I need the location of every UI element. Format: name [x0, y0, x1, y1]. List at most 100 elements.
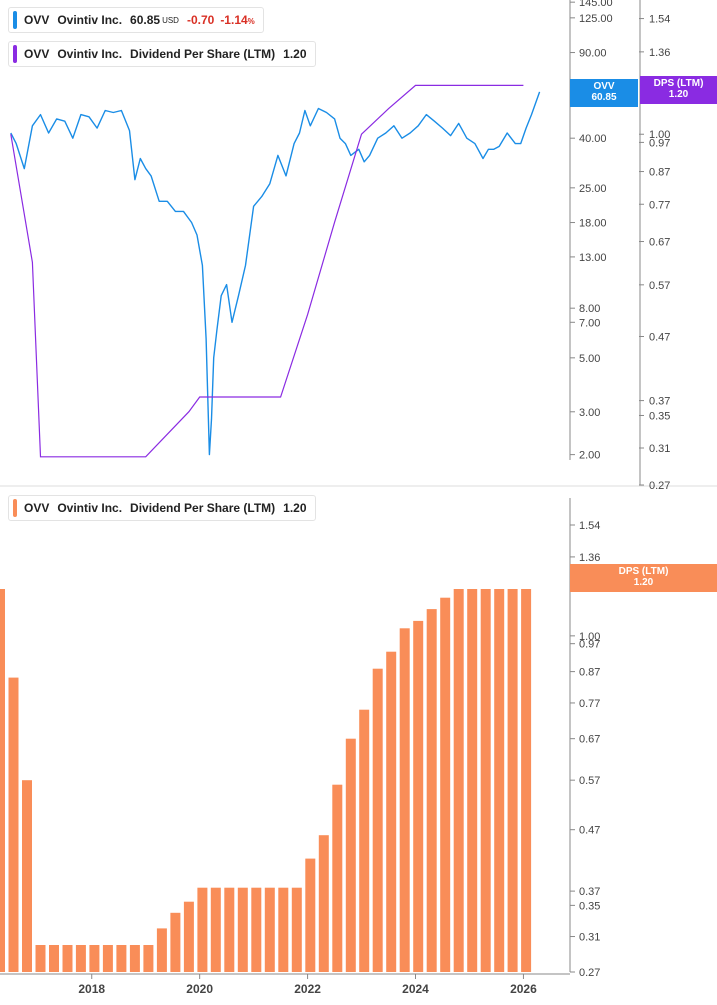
- legend-currency: USD: [162, 15, 179, 25]
- x-axis-label: 2020: [186, 982, 213, 996]
- dps-bar: [251, 887, 262, 972]
- dps-bar: [494, 589, 505, 972]
- dps-bar: [359, 709, 370, 972]
- legend-value: 1.20: [283, 501, 307, 515]
- dps-bar: [22, 780, 32, 972]
- dps-bar: [210, 887, 221, 972]
- dps-bar: [49, 945, 59, 972]
- dps-tag-bottom: DPS (LTM) 1.20: [570, 564, 717, 592]
- bottom-axis-label: 0.47: [579, 825, 600, 837]
- dps-panel: [0, 589, 532, 972]
- dps-axis-label: 0.87: [649, 167, 670, 179]
- dps-bar: [305, 858, 316, 972]
- bottom-axis-label: 1.36: [579, 552, 600, 564]
- bottom-axis-label: 0.87: [579, 667, 600, 679]
- legend-metric: Dividend Per Share (LTM): [130, 47, 276, 61]
- price-axis-label: 8.00: [579, 303, 600, 315]
- price-axis-label: 13.00: [579, 252, 607, 264]
- dps-bar: [102, 945, 113, 972]
- dps-axis-label: 0.77: [649, 199, 670, 211]
- price-legend[interactable]: OVV Ovintiv Inc. 60.85 USD -0.70 -1.14%: [8, 7, 264, 33]
- dps-legend-top[interactable]: OVV Ovintiv Inc. Dividend Per Share (LTM…: [8, 41, 316, 67]
- dps-series-line: [10, 84, 524, 458]
- bottom-axis-label: 0.97: [579, 639, 600, 651]
- price-axis-label: 2.00: [579, 450, 600, 462]
- dps-tag-line1: DPS (LTM): [653, 78, 704, 89]
- dps-tag-line2: 1.20: [668, 89, 689, 100]
- legend-ticker: OVV: [24, 13, 50, 27]
- price-axis-label: 3.00: [579, 407, 600, 419]
- dps-bar-swatch: [13, 499, 17, 517]
- price-axis-label: 18.00: [579, 218, 607, 230]
- price-swatch: [13, 11, 17, 29]
- dps-bar: [170, 912, 181, 972]
- dps-bar: [399, 628, 410, 972]
- x-axis-label: 2026: [510, 982, 537, 996]
- price-axis-label: 125.00: [579, 13, 613, 25]
- dps-bar: [278, 887, 289, 972]
- dps-axis-label: 0.35: [649, 410, 670, 422]
- dps-bar: [521, 589, 532, 972]
- dps-bar: [143, 945, 154, 972]
- dps-bar: [75, 945, 86, 972]
- dps-bar: [345, 738, 356, 972]
- price-axis-label: 90.00: [579, 48, 607, 60]
- legend-metric: Dividend Per Share (LTM): [130, 501, 276, 515]
- price-axis-label: 7.00: [579, 317, 600, 329]
- bottom-axis-label: 0.27: [579, 967, 600, 979]
- x-axis-label: 2022: [294, 982, 321, 996]
- dps-bar: [183, 901, 194, 972]
- dps-legend-bottom[interactable]: OVV Ovintiv Inc. Dividend Per Share (LTM…: [8, 495, 316, 521]
- price-axis-label: 40.00: [579, 133, 607, 145]
- legend-price: 60.85: [130, 13, 161, 27]
- dps-axis-label: 0.67: [649, 237, 670, 249]
- dps-bar: [426, 609, 437, 972]
- legend-change-pct-num: -1.14: [220, 13, 248, 27]
- bottom-axis-label: 1.00: [579, 631, 600, 643]
- dps-bar: [224, 887, 235, 972]
- bottom-axis-label: 0.57: [579, 775, 600, 787]
- legend-ticker: OVV: [24, 501, 50, 515]
- price-axis-label: 145.00: [579, 0, 613, 9]
- dps-line-swatch: [13, 45, 17, 63]
- bottom-axis-label: 0.35: [579, 900, 600, 912]
- ovv-price-tag: OVV 60.85: [570, 79, 638, 107]
- bottom-axis-label: 1.54: [579, 520, 600, 532]
- price-panel: [10, 84, 541, 458]
- dps-bar: [264, 887, 275, 972]
- dps-bar: [318, 835, 329, 972]
- legend-change-pct-sym: %: [247, 17, 255, 26]
- legend-change: -0.70: [186, 13, 215, 27]
- dps-axis-label: 0.47: [649, 332, 670, 344]
- dps-bar: [197, 887, 208, 972]
- price-axis-label: 5.00: [579, 353, 600, 365]
- price-series-line: [10, 91, 541, 456]
- bottom-axis-label: 0.67: [579, 734, 600, 746]
- dps-bar: [291, 887, 302, 972]
- dps-bar: [467, 589, 478, 972]
- dps-bar: [332, 784, 343, 972]
- dps-bottom-tag-line1: DPS (LTM): [618, 566, 669, 577]
- legend-change-pct: -1.14%: [220, 13, 254, 27]
- dps-axis-label: 1.54: [649, 14, 670, 26]
- legend-company: Ovintiv Inc.: [57, 47, 123, 61]
- dps-bar: [0, 589, 5, 972]
- bottom-axis-label: 0.77: [579, 698, 600, 710]
- legend-company: Ovintiv Inc.: [57, 13, 123, 27]
- x-axis-label: 2018: [78, 982, 105, 996]
- dps-axis-label: 0.37: [649, 396, 670, 408]
- dps-bar: [440, 597, 451, 972]
- dps-bar: [413, 620, 424, 972]
- dps-axis-label: 0.27: [649, 480, 670, 492]
- dps-axis-label: 1.36: [649, 47, 670, 59]
- dps-bar: [129, 945, 140, 972]
- dps-bar: [156, 928, 167, 972]
- dps-tag-top: DPS (LTM) 1.20: [640, 76, 717, 104]
- dps-bar: [386, 651, 397, 972]
- price-axis-label: 25.00: [579, 183, 607, 195]
- dps-bar: [507, 589, 518, 972]
- legend-company: Ovintiv Inc.: [57, 501, 123, 515]
- legend-ticker: OVV: [24, 47, 50, 61]
